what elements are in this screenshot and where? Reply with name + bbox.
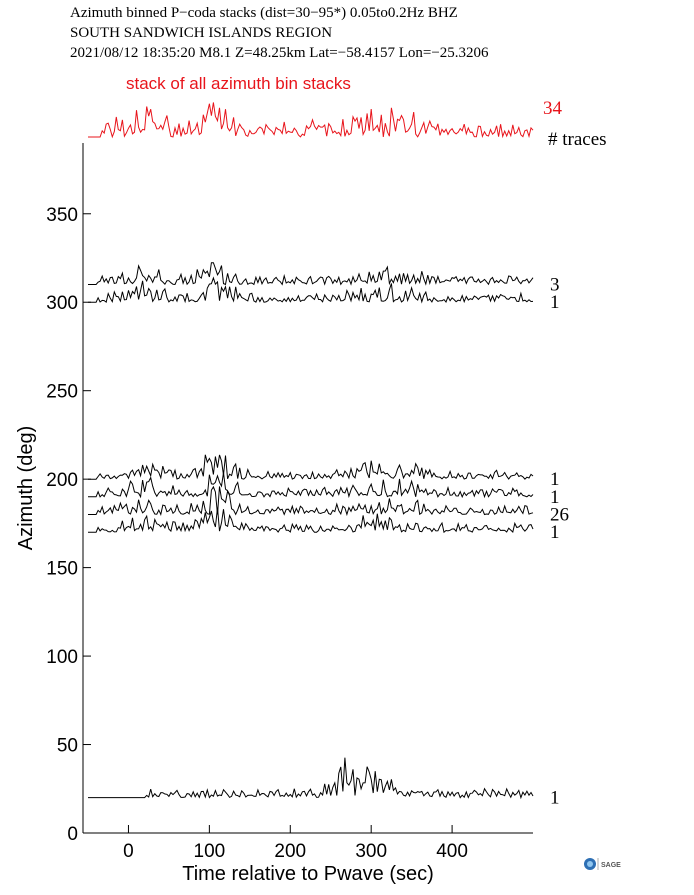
header-line-1: Azimuth binned P−coda stacks (dist=30−95… [70, 5, 458, 21]
trace-count-header: # traces [548, 129, 607, 150]
x-tick-label: 400 [436, 841, 468, 862]
stack-trace-group [88, 102, 534, 139]
logo-text: SAGE [601, 862, 621, 869]
trace-count-label: 1 [550, 522, 560, 543]
stack-label: stack of all azimuth bin stacks [126, 74, 351, 93]
azimuth-trace-line [88, 485, 534, 517]
azimuth-trace-line [88, 262, 534, 286]
header-line-2: SOUTH SANDWICH ISLANDS REGION [70, 25, 332, 41]
trace-count-label: 1 [550, 292, 560, 313]
y-tick-label: 150 [46, 559, 78, 580]
x-tick-label: 300 [355, 841, 387, 862]
azimuth-trace-line [88, 454, 534, 480]
header-line-3: 2021/08/12 18:35:20 M8.1 Z=48.25km Lat=−… [70, 45, 489, 61]
azimuth-traces [88, 262, 534, 800]
azimuth-trace-line [88, 472, 534, 499]
y-tick-label: 0 [67, 824, 78, 845]
y-tick-label: 250 [46, 382, 78, 403]
y-tick-label: 50 [57, 736, 78, 757]
azimuth-trace-line [88, 276, 534, 304]
trace-count-label: 3 [550, 275, 560, 296]
y-axis-label: Azimuth (deg) [15, 426, 37, 551]
y-tick-label: 300 [46, 293, 78, 314]
y-tick-label: 100 [46, 647, 78, 668]
trace-count-label: 26 [550, 505, 569, 526]
y-tick-label: 350 [46, 205, 78, 226]
y-tick-label: 200 [46, 470, 78, 491]
x-axis-label: Time relative to Pwave (sec) [182, 863, 434, 885]
x-tick-label: 200 [274, 841, 306, 862]
stack-trace-line [88, 102, 534, 139]
sage-logo: SAGE [584, 858, 621, 870]
azimuth-trace-line [88, 757, 534, 800]
trace-count-label: 1 [550, 487, 560, 508]
trace-count-label: 1 [550, 788, 560, 809]
azimuth-trace-line [88, 507, 534, 534]
trace-count-label: 1 [550, 469, 560, 490]
x-tick-label: 0 [123, 841, 134, 862]
x-axis-ticks: 0 100 200 300 400 [123, 825, 468, 862]
x-tick-label: 100 [194, 841, 226, 862]
stack-trace-count: 34 [543, 98, 563, 119]
y-axis-ticks: 0 50 100 150 200 250 300 350 [46, 205, 91, 845]
